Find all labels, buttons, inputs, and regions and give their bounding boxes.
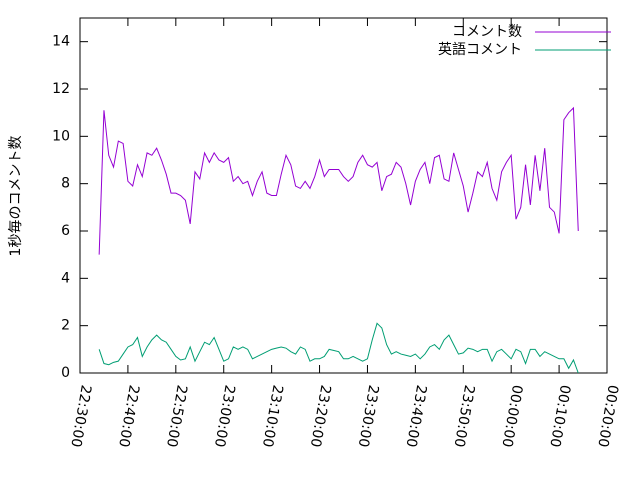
legend-label: コメント数 [452, 24, 522, 40]
plot-border [79, 17, 608, 374]
series-line [98, 322, 579, 374]
y-tick-label: 10 [52, 128, 70, 144]
y-tick-label: 12 [52, 81, 70, 97]
y-axis-label: 1秒毎のコメント数 [8, 136, 24, 257]
y-tick-label: 6 [61, 223, 70, 239]
series-line [98, 106, 579, 255]
y-tick-label: 4 [61, 270, 70, 286]
y-tick-label: 14 [52, 34, 70, 50]
y-tick-label: 0 [61, 365, 70, 381]
y-tick-label: 2 [61, 318, 70, 334]
y-tick-label: 8 [61, 176, 70, 192]
legend-label: 英語コメント [438, 41, 522, 58]
